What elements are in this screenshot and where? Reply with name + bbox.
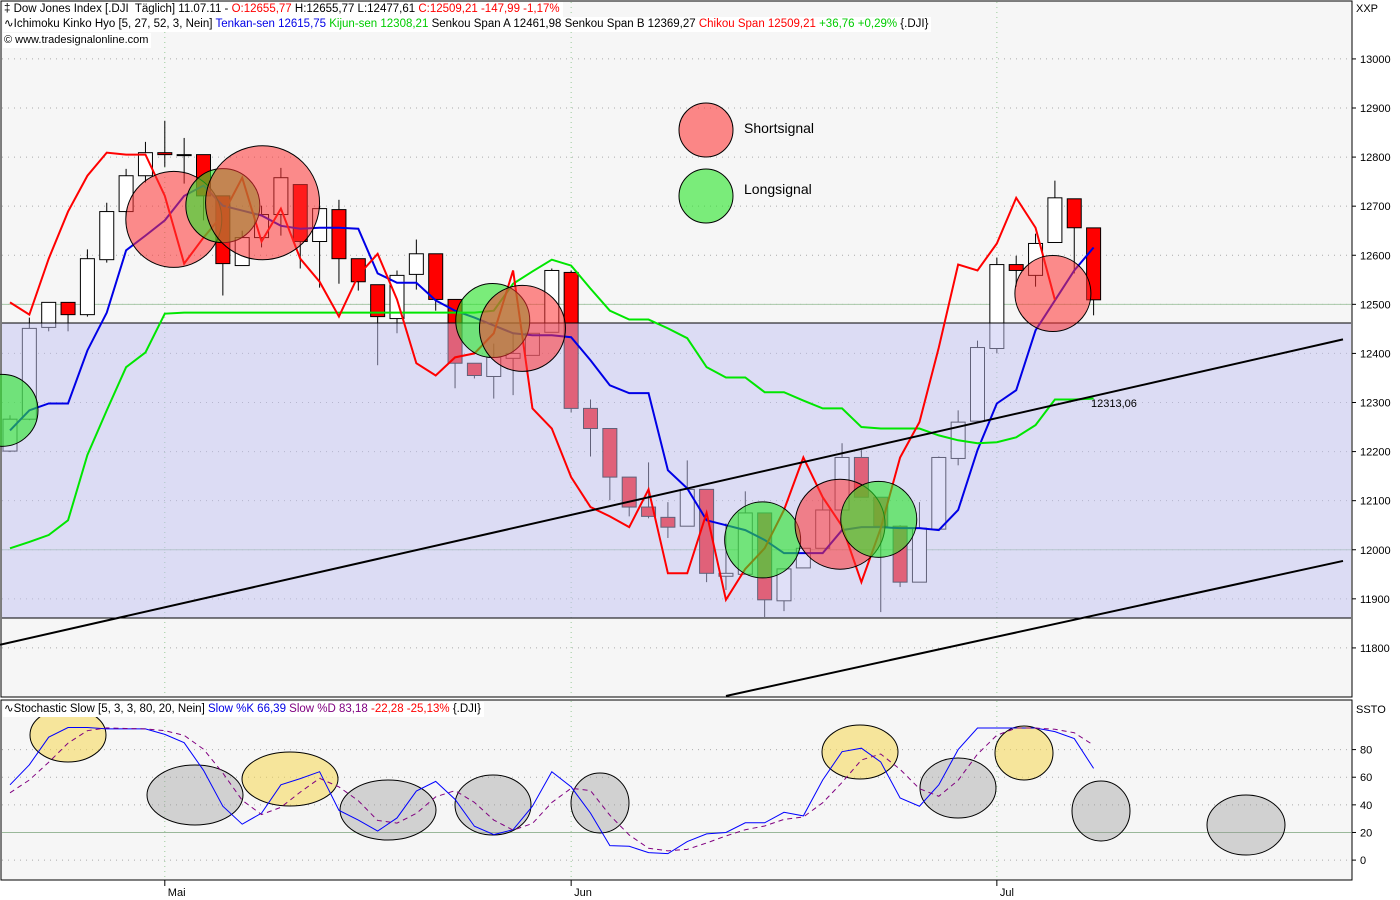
candle-down bbox=[370, 284, 386, 318]
price-tick-label: 12600 bbox=[1360, 250, 1391, 262]
shaded-band bbox=[2, 322, 1351, 619]
ichimoku-name[interactable]: Ichimoku Kinko Hyo [5, 27, 52, 3, Nein] bbox=[13, 18, 216, 30]
short-signal-marker bbox=[1014, 255, 1092, 333]
signal-markers bbox=[0, 145, 1092, 579]
indicator-wave-icon: ∿ bbox=[4, 18, 14, 30]
trendlines[interactable] bbox=[0, 338, 1344, 697]
stoch-oversold-marker bbox=[454, 774, 532, 836]
price-tick-label: 12100 bbox=[1360, 496, 1391, 508]
stoch-symbol: {.DJI} bbox=[452, 703, 481, 715]
long-signal-marker bbox=[724, 501, 802, 579]
ichimoku-header: ∿Ichimoku Kinko Hyo [5, 27, 52, 3, Nein]… bbox=[3, 17, 932, 32]
date-tick-label: Mai bbox=[168, 887, 186, 899]
stoch-overbought-marker bbox=[994, 725, 1054, 781]
ichimoku-change: +36,76 +0,29% bbox=[819, 18, 901, 30]
date-tick-label: Jun bbox=[574, 887, 592, 899]
legend-long-label: Longsignal bbox=[744, 181, 812, 197]
stoch-oversold-marker bbox=[919, 757, 997, 819]
candle-up bbox=[137, 152, 153, 177]
short-signal-marker bbox=[478, 284, 566, 372]
candle-down bbox=[331, 209, 347, 260]
stoch-d-value: Slow %D 83,18 bbox=[289, 703, 371, 715]
instrument-header: ‡ Dow Jones Index [.DJI Täglich] 11.07.1… bbox=[3, 2, 563, 17]
stoch-axis-label: SSTO bbox=[1356, 704, 1386, 716]
price-tick-label: 12200 bbox=[1360, 447, 1391, 459]
kijun-sen-line bbox=[9, 258, 1094, 550]
indicator-wave-icon: ∿ bbox=[4, 703, 14, 715]
stoch-tick-label: 20 bbox=[1360, 827, 1372, 839]
price-tick-label: 12900 bbox=[1360, 103, 1391, 115]
legend-short-label: Shortsignal bbox=[744, 120, 814, 136]
stoch-overbought-marker bbox=[821, 724, 899, 780]
stoch-tick-label: 0 bbox=[1360, 855, 1366, 867]
trendline-value-label: 12313,06 bbox=[1091, 398, 1137, 410]
price-tick-label: 11900 bbox=[1360, 594, 1390, 606]
stoch-oversold-marker bbox=[1071, 780, 1131, 842]
stoch-oversold-marker bbox=[570, 772, 630, 834]
kijun-value: Kijun-sen 12308,21 bbox=[329, 18, 432, 30]
short-signal-marker bbox=[205, 145, 321, 261]
open-value: O:12655,77 bbox=[231, 3, 292, 15]
copyright-notice: © www.tradesignalonline.com bbox=[3, 33, 152, 48]
axes: 13000 12900 12800 12700 12600 12500 12400 12300… bbox=[164, 54, 1391, 899]
close-change-value: C:12509,21 -147,99 -1,17% bbox=[418, 3, 560, 15]
stoch-change: -22,28 -25,13% bbox=[370, 703, 453, 715]
stoch-oversold-marker bbox=[146, 764, 244, 826]
candlestick-icon: ‡ bbox=[4, 3, 11, 15]
candle-up bbox=[99, 211, 115, 261]
stochastic-plot bbox=[9, 707, 1286, 856]
candle-up bbox=[408, 253, 424, 275]
candle-down bbox=[1086, 227, 1102, 301]
long-signal-marker bbox=[840, 480, 918, 558]
main-axis-label: XXP bbox=[1356, 3, 1378, 15]
instrument-title: Dow Jones Index [.DJI Täglich] 11.07.11 … bbox=[13, 3, 232, 15]
trendline bbox=[725, 559, 1344, 697]
stoch-name[interactable]: Stochastic Slow [5, 3, 3, 80, 20, Nein] bbox=[13, 703, 208, 715]
price-tick-label: 12400 bbox=[1360, 348, 1391, 360]
stoch-overbought-marker bbox=[241, 751, 339, 807]
trendline bbox=[0, 338, 1344, 646]
chikou-value: Chikou Span 12509,21 bbox=[698, 18, 820, 30]
price-tick-label: 12700 bbox=[1360, 201, 1391, 213]
slow-k-line bbox=[9, 726, 1095, 855]
ichimoku-symbol: {.DJI} bbox=[900, 18, 929, 30]
stoch-oversold-marker bbox=[339, 779, 437, 841]
candle-down bbox=[350, 258, 366, 283]
price-tick-label: 12300 bbox=[1360, 398, 1391, 410]
candle-down bbox=[60, 301, 76, 316]
candle-down bbox=[428, 253, 444, 300]
price-tick-label: 12500 bbox=[1360, 299, 1391, 311]
stoch-tick-label: 80 bbox=[1360, 745, 1372, 757]
price-tick-label: 12000 bbox=[1360, 545, 1391, 557]
senkou-values: Senkou Span A 12461,98 Senkou Span B 123… bbox=[431, 18, 699, 30]
stochastic-header: ∿Stochastic Slow [5, 3, 3, 80, 20, Nein]… bbox=[3, 702, 484, 717]
date-tick-label: Jul bbox=[1000, 887, 1014, 899]
candle-up bbox=[79, 258, 95, 316]
candle-up bbox=[176, 154, 192, 157]
tenkan-value: Tenkan-sen 12615,75 bbox=[215, 18, 330, 30]
price-tick-label: 13000 bbox=[1360, 54, 1391, 66]
legend-short-marker bbox=[678, 102, 734, 158]
legend-long-marker bbox=[678, 168, 734, 224]
stoch-tick-label: 40 bbox=[1360, 800, 1372, 812]
candle-up bbox=[1047, 197, 1063, 243]
band-fill bbox=[2, 322, 1351, 618]
stoch-oversold-marker bbox=[1206, 794, 1286, 856]
stoch-tick-label: 60 bbox=[1360, 772, 1372, 784]
slow-d-line bbox=[9, 727, 1094, 852]
candle-down bbox=[1066, 198, 1082, 229]
price-tick-label: 11800 bbox=[1360, 643, 1390, 655]
candle-down bbox=[1008, 264, 1024, 271]
long-signal-marker bbox=[0, 373, 39, 447]
high-low-values: H:12655,77 L:12477,61 bbox=[291, 3, 419, 15]
candle-down bbox=[157, 152, 173, 156]
stoch-k-value: Slow %K 66,39 bbox=[207, 703, 290, 715]
price-tick-label: 12800 bbox=[1360, 152, 1391, 164]
